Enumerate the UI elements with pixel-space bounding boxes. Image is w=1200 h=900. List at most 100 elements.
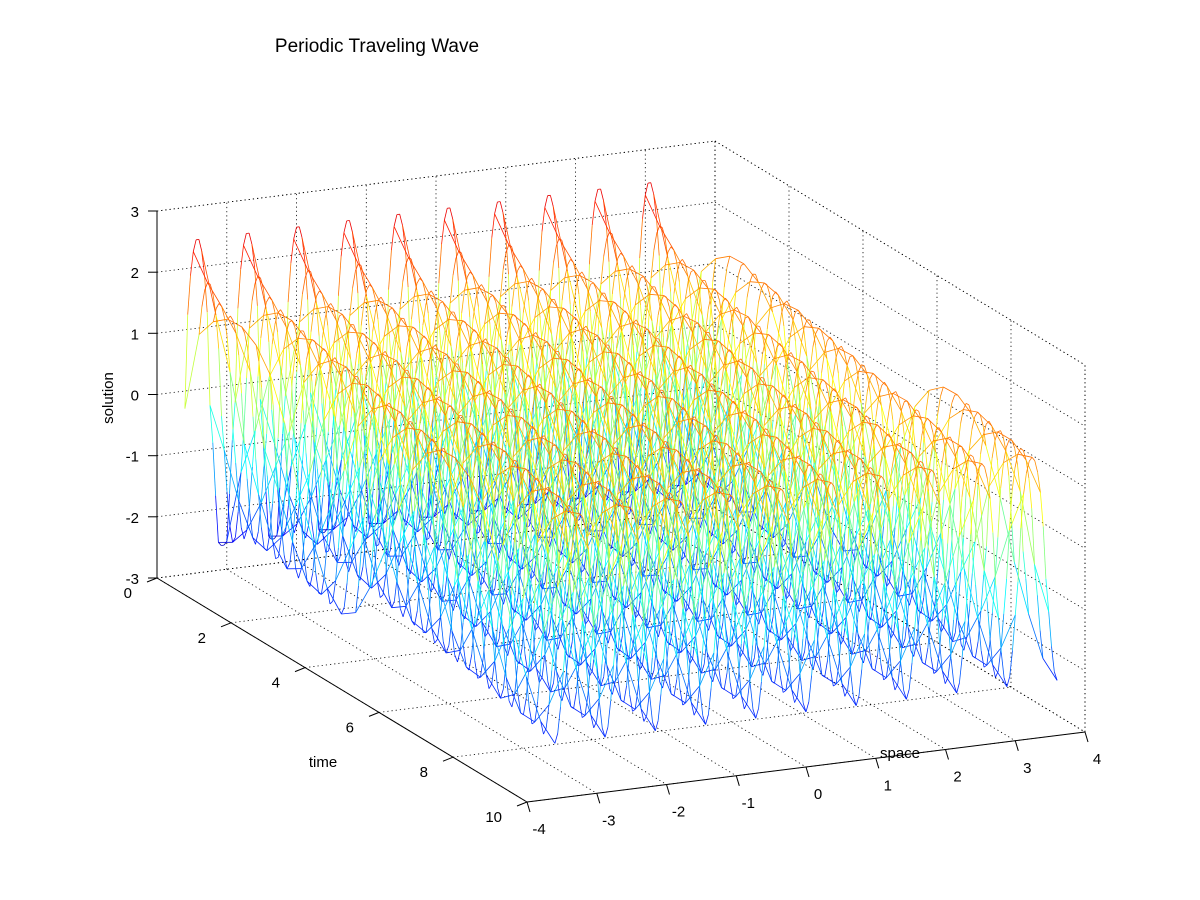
mesh-segment bbox=[692, 568, 708, 571]
mesh-segment bbox=[496, 347, 512, 367]
mesh-segment bbox=[416, 357, 421, 415]
mesh-segment bbox=[408, 402, 423, 421]
mesh-segment bbox=[504, 305, 508, 314]
mesh-segment bbox=[623, 365, 627, 378]
mesh-segment bbox=[419, 330, 435, 358]
mesh-segment bbox=[710, 383, 714, 385]
mesh-segment bbox=[505, 357, 509, 359]
mesh-segment bbox=[687, 366, 703, 376]
mesh-segment bbox=[866, 374, 871, 392]
mesh-segment bbox=[209, 405, 214, 443]
mesh-segment bbox=[481, 621, 497, 647]
mesh-segment bbox=[842, 397, 846, 400]
mesh-segment bbox=[680, 633, 685, 653]
mesh-segment bbox=[348, 484, 353, 519]
mesh-segment bbox=[826, 358, 831, 390]
mesh-segment bbox=[766, 516, 771, 550]
mesh-segment bbox=[249, 300, 253, 329]
mesh-segment bbox=[572, 617, 588, 663]
mesh-segment bbox=[599, 530, 603, 541]
mesh-segment bbox=[587, 598, 592, 621]
mesh-segment bbox=[632, 602, 648, 629]
mesh-segment bbox=[691, 416, 696, 419]
mesh-segment bbox=[646, 294, 650, 311]
mesh-segment bbox=[355, 585, 359, 613]
mesh-segment bbox=[360, 386, 364, 424]
mesh-segment bbox=[204, 273, 208, 313]
mesh-segment bbox=[538, 437, 542, 447]
mesh-segment bbox=[850, 355, 853, 357]
mesh-segment bbox=[417, 582, 421, 615]
mesh-segment bbox=[593, 282, 608, 302]
mesh-segment bbox=[346, 548, 351, 584]
mesh-segment bbox=[780, 417, 785, 450]
mesh-segment bbox=[565, 541, 570, 575]
mesh-segment bbox=[317, 359, 333, 366]
mesh-segment bbox=[514, 459, 518, 462]
mesh-segment bbox=[816, 380, 821, 398]
mesh-segment bbox=[729, 321, 734, 382]
mesh-segment bbox=[543, 499, 559, 566]
mesh-segment bbox=[499, 461, 515, 502]
mesh-segment bbox=[263, 547, 268, 551]
mesh-segment bbox=[694, 492, 710, 531]
mesh-segment bbox=[414, 431, 419, 449]
mesh-segment bbox=[852, 385, 857, 411]
mesh-segment bbox=[700, 436, 704, 461]
mesh-segment bbox=[412, 447, 416, 470]
mesh-segment bbox=[758, 288, 762, 303]
mesh-segment bbox=[305, 453, 310, 489]
mesh-segment bbox=[579, 419, 584, 424]
mesh-segment bbox=[488, 343, 492, 357]
mesh-segment bbox=[663, 341, 668, 377]
mesh-segment bbox=[564, 591, 569, 607]
mesh-segment bbox=[485, 436, 500, 462]
mesh-segment bbox=[789, 518, 794, 553]
mesh-segment bbox=[590, 282, 594, 285]
mesh-segment bbox=[801, 507, 805, 555]
mesh-segment bbox=[369, 284, 373, 288]
mesh-segment bbox=[377, 433, 382, 464]
mesh-segment bbox=[348, 331, 363, 334]
mesh-segment bbox=[578, 368, 583, 373]
mesh-segment bbox=[535, 368, 540, 397]
mesh-segment bbox=[516, 409, 521, 470]
mesh-segment bbox=[577, 423, 581, 435]
mesh-segment bbox=[641, 424, 657, 434]
mesh-segment bbox=[558, 383, 574, 402]
mesh-segment bbox=[266, 297, 270, 303]
mesh-segment bbox=[462, 446, 478, 464]
mesh-segment bbox=[584, 293, 589, 312]
mesh-segment bbox=[803, 466, 808, 508]
mesh-segment bbox=[764, 351, 769, 379]
mesh-segment bbox=[653, 345, 668, 348]
mesh-segment bbox=[584, 379, 588, 391]
mesh-segment bbox=[703, 338, 719, 342]
mesh-segment bbox=[192, 239, 197, 252]
mesh-segment bbox=[436, 396, 440, 400]
mesh-segment bbox=[507, 493, 511, 546]
mesh-segment bbox=[755, 383, 759, 399]
mesh-segment bbox=[682, 455, 698, 488]
mesh-segment bbox=[246, 478, 251, 514]
mesh-segment bbox=[780, 394, 785, 399]
mesh-segment bbox=[379, 594, 384, 598]
mesh-segment bbox=[311, 521, 315, 542]
mesh-segment bbox=[828, 399, 843, 404]
mesh-segment bbox=[621, 451, 625, 510]
mesh-segment bbox=[476, 436, 480, 456]
mesh-segment bbox=[687, 271, 692, 282]
mesh-segment bbox=[746, 377, 762, 417]
mesh-segment bbox=[786, 337, 791, 365]
mesh-segment bbox=[343, 583, 348, 608]
mesh-segment bbox=[726, 419, 731, 478]
mesh-segment bbox=[858, 364, 862, 372]
mesh-segment bbox=[725, 415, 729, 436]
mesh-segment bbox=[628, 361, 633, 367]
mesh-segment bbox=[567, 404, 571, 438]
mesh-segment bbox=[490, 356, 495, 379]
mesh-segment bbox=[755, 274, 759, 283]
mesh-segment bbox=[667, 442, 671, 453]
mesh-segment bbox=[560, 402, 564, 404]
mesh-segment bbox=[528, 374, 532, 379]
